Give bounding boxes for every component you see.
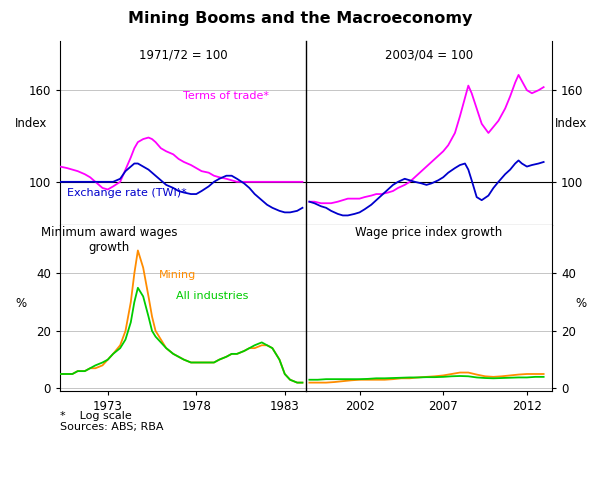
Text: Terms of trade*: Terms of trade*	[183, 91, 269, 101]
Text: 1971/72 = 100: 1971/72 = 100	[139, 49, 227, 62]
Text: Mining: Mining	[158, 270, 196, 279]
Text: %: %	[15, 297, 26, 310]
Text: Index: Index	[15, 118, 47, 130]
Text: Minimum award wages
growth: Minimum award wages growth	[41, 226, 178, 254]
Text: Exchange rate (TWI)*: Exchange rate (TWI)*	[67, 188, 187, 198]
Text: Mining Booms and the Macroeconomy: Mining Booms and the Macroeconomy	[128, 11, 472, 26]
Text: *    Log scale
Sources: ABS; RBA: * Log scale Sources: ABS; RBA	[60, 411, 163, 432]
Text: Wage price index growth: Wage price index growth	[355, 226, 503, 239]
Text: 2003/04 = 100: 2003/04 = 100	[385, 49, 473, 62]
Text: %: %	[575, 297, 587, 310]
Text: All industries: All industries	[176, 291, 248, 301]
Text: Index: Index	[554, 118, 587, 130]
